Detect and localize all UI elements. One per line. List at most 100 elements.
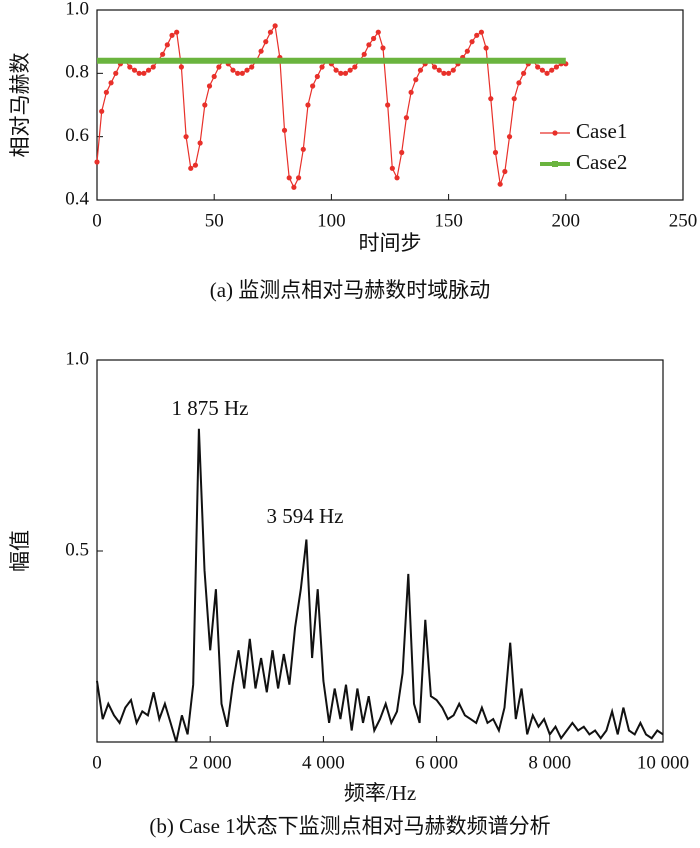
y-tick-label: 0.4 <box>65 188 89 209</box>
point <box>103 89 109 95</box>
point <box>506 134 513 140</box>
x-tick-label: 200 <box>552 210 581 231</box>
point <box>249 64 255 70</box>
point <box>450 67 456 73</box>
point <box>169 32 175 38</box>
caption: (b) Case 1状态下监测点相对马赫数频谱分析 <box>149 814 550 838</box>
point <box>183 134 189 140</box>
point <box>286 175 292 181</box>
point <box>385 102 391 108</box>
x-tick-label: 10 000 <box>637 752 689 773</box>
point <box>408 89 414 95</box>
point <box>441 70 447 76</box>
legend-label: Case2 <box>576 150 627 174</box>
point <box>370 35 377 42</box>
point <box>141 70 147 76</box>
point <box>113 70 119 76</box>
point <box>502 168 508 175</box>
point <box>263 39 269 45</box>
point <box>145 67 152 73</box>
point <box>469 39 475 45</box>
point <box>281 127 288 133</box>
point <box>413 77 419 83</box>
point <box>389 165 395 171</box>
x-tick-label: 4 000 <box>302 752 345 773</box>
point <box>403 115 410 121</box>
point <box>488 96 494 102</box>
y-axis-label: 幅值 <box>8 530 32 572</box>
point <box>539 67 545 73</box>
point <box>366 42 372 48</box>
point <box>127 64 133 70</box>
point <box>314 73 320 80</box>
point <box>347 67 353 73</box>
point <box>291 184 297 190</box>
point <box>535 64 541 70</box>
point <box>192 162 199 168</box>
point <box>342 70 349 76</box>
point <box>436 67 442 73</box>
point <box>160 51 166 57</box>
point <box>352 64 358 70</box>
x-tick-label: 250 <box>669 210 698 231</box>
chart: 0 2 000 4 000 6 000 8 000 10 000 0.5 1.0 频率/Hz 幅值… <box>8 348 689 837</box>
point <box>108 80 114 86</box>
point <box>188 165 194 171</box>
point <box>511 96 517 102</box>
chart: 0 50 100 150 200 250 0.4 0.6 0.8 1.0 时间步 相对马赫数 (a) 监… <box>8 0 697 302</box>
point <box>99 108 105 114</box>
point <box>549 67 555 73</box>
point <box>136 70 142 76</box>
point <box>131 67 138 73</box>
series-line <box>96 428 664 743</box>
point <box>300 146 306 152</box>
legend-label: Case1 <box>576 119 627 143</box>
point <box>544 70 550 76</box>
point <box>197 140 203 146</box>
x-tick-label: 100 <box>317 210 346 231</box>
point <box>338 70 344 76</box>
point <box>258 48 264 54</box>
point <box>464 48 470 54</box>
plot-frame <box>96 9 684 201</box>
y-axis-label: 相对马赫数 <box>8 53 32 158</box>
point <box>94 159 100 165</box>
point <box>553 64 560 70</box>
point <box>150 64 156 70</box>
point <box>267 29 274 35</box>
point <box>521 70 527 76</box>
point <box>394 175 400 181</box>
point <box>446 70 452 76</box>
point <box>235 70 241 76</box>
point <box>164 42 170 48</box>
point <box>244 67 250 73</box>
point <box>431 64 438 70</box>
point <box>295 175 302 181</box>
x-axis-label: 时间步 <box>359 231 422 255</box>
x-tick-label: 2 000 <box>189 752 232 773</box>
point <box>497 181 503 187</box>
point <box>239 70 245 76</box>
point <box>305 102 311 108</box>
y-tick-label: 1.0 <box>65 0 89 19</box>
point <box>310 83 316 89</box>
y-tick-label: 0.5 <box>65 539 89 560</box>
point <box>333 67 339 73</box>
point <box>483 45 489 51</box>
point <box>230 67 236 73</box>
point <box>174 29 180 35</box>
point <box>361 51 367 57</box>
x-tick-label: 0 <box>92 210 102 231</box>
point <box>417 67 424 73</box>
point <box>206 83 213 89</box>
point <box>474 32 480 38</box>
legend-marker <box>552 161 558 167</box>
x-axis-label: 频率/Hz <box>344 781 416 805</box>
x-tick-label: 8 000 <box>528 752 571 773</box>
series-line <box>96 24 566 189</box>
y-tick-label: 1.0 <box>65 348 89 369</box>
x-tick-label: 50 <box>205 210 224 231</box>
point <box>478 29 485 35</box>
point <box>216 64 222 70</box>
